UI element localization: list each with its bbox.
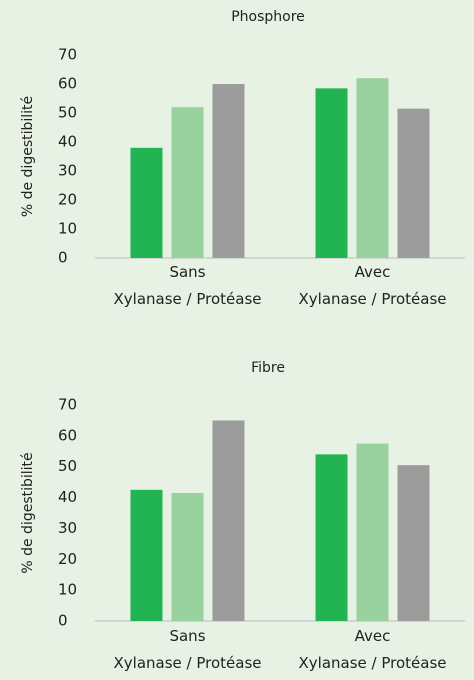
chart-title: Fibre bbox=[251, 360, 285, 376]
chart-title: Phosphore bbox=[231, 9, 305, 25]
bar bbox=[356, 78, 389, 258]
y-tick-label: 0 bbox=[58, 249, 68, 267]
x-tick-label: Avec Xylanase / Protéase bbox=[299, 263, 447, 308]
bar bbox=[171, 492, 204, 621]
bar bbox=[315, 88, 348, 258]
y-tick-label: 60 bbox=[58, 75, 77, 93]
bar bbox=[212, 84, 245, 258]
bar bbox=[130, 489, 163, 621]
y-tick-label: 60 bbox=[58, 426, 77, 444]
y-axis-label: % de digestibilité bbox=[20, 96, 36, 217]
y-tick-label: 20 bbox=[58, 191, 77, 209]
y-tick-label: 50 bbox=[58, 457, 77, 475]
y-tick-label: 40 bbox=[58, 133, 77, 151]
y-tick-label: 0 bbox=[58, 612, 68, 630]
y-tick-label: 50 bbox=[58, 104, 77, 122]
bar bbox=[397, 465, 430, 621]
bar bbox=[130, 147, 163, 258]
bar bbox=[397, 108, 430, 259]
y-tick-label: 10 bbox=[58, 581, 77, 599]
y-tick-label: 70 bbox=[58, 396, 77, 414]
bar bbox=[315, 454, 348, 621]
y-tick-label: 10 bbox=[58, 220, 77, 238]
x-tick-label: Sans Xylanase / Protéase bbox=[114, 627, 262, 672]
bar bbox=[212, 420, 245, 621]
y-tick-label: 70 bbox=[58, 46, 77, 64]
x-tick-label: Avec Xylanase / Protéase bbox=[299, 627, 447, 672]
bar bbox=[356, 443, 389, 621]
y-axis-label: % de digestibilité bbox=[20, 452, 36, 573]
y-tick-label: 30 bbox=[58, 519, 77, 537]
y-tick-label: 30 bbox=[58, 162, 77, 180]
y-tick-label: 40 bbox=[58, 488, 77, 506]
bar bbox=[171, 107, 204, 258]
y-tick-label: 20 bbox=[58, 550, 77, 568]
x-tick-label: Sans Xylanase / Protéase bbox=[114, 263, 262, 308]
